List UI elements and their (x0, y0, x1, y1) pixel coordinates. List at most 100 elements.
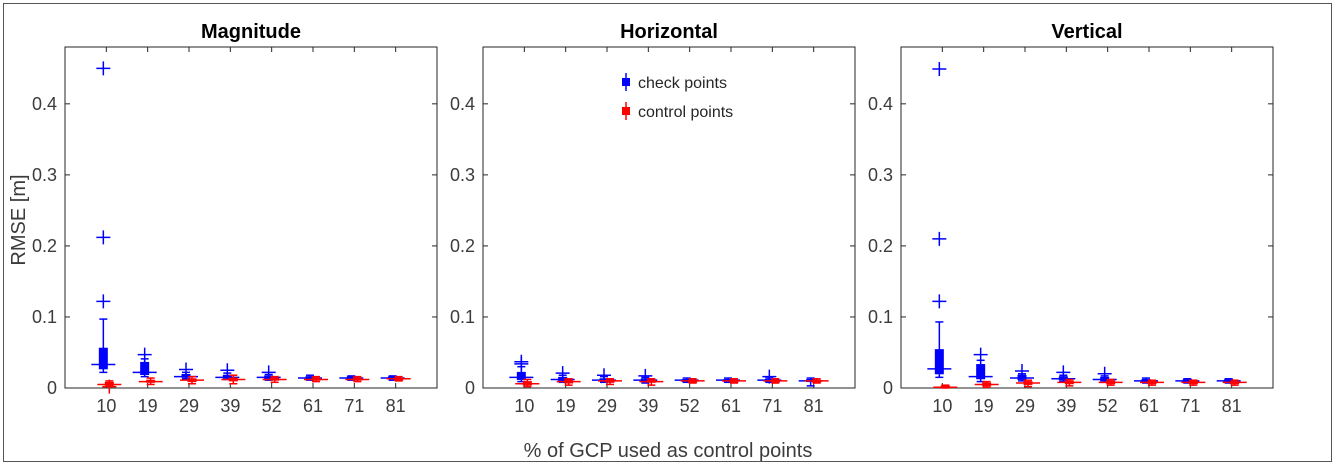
check-box-10 (509, 354, 534, 383)
iqr-box (516, 371, 526, 380)
chart-title: Vertical (1051, 21, 1122, 43)
x-tick-label: 71 (344, 396, 364, 416)
outlier-marker (220, 363, 235, 378)
control-box-10 (933, 384, 958, 389)
control-box-81 (804, 378, 829, 384)
outlier-marker (1097, 366, 1112, 381)
y-tick-label: 0.1 (450, 307, 475, 327)
x-tick-label: 81 (386, 396, 406, 416)
x-tick-label: 52 (680, 396, 700, 416)
control-box-71 (345, 375, 370, 383)
check-box-10 (927, 62, 952, 379)
y-tick-label: 0.1 (868, 307, 893, 327)
y-tick-label: 0.2 (450, 236, 475, 256)
chart-title: Horizontal (620, 21, 718, 43)
outlier-marker (932, 62, 947, 77)
x-tick-label: 29 (179, 396, 199, 416)
control-box-52 (1098, 378, 1123, 386)
control-box-10 (97, 379, 122, 394)
control-box-19 (138, 377, 163, 386)
outlier-marker (932, 231, 947, 246)
x-tick-label: 61 (1139, 396, 1159, 416)
x-tick-label: 29 (1015, 396, 1035, 416)
legend-item-control: control points (622, 102, 733, 121)
control-box-71 (1181, 379, 1206, 386)
x-tick-label: 71 (1180, 396, 1200, 416)
legend-box (622, 78, 630, 86)
panel-magnitude: Magnitude 0 0.1 0.2 0.3 0.4 10 19 29 39 52 61 71 81 (32, 21, 438, 416)
outlier-marker (1056, 365, 1071, 380)
iqr-box (976, 364, 986, 380)
check-box-10 (91, 61, 116, 374)
x-tick-label: 39 (638, 396, 658, 416)
y-tick-label: 0.4 (32, 94, 57, 114)
x-tick-label: 61 (721, 396, 741, 416)
outlier-marker (597, 368, 611, 383)
x-tick-label: 19 (138, 396, 158, 416)
outlier-marker (179, 362, 193, 377)
control-box-61 (1140, 379, 1164, 386)
x-tick-label: 19 (556, 396, 576, 416)
iqr-box (98, 347, 108, 370)
x-tick-label: 29 (597, 396, 617, 416)
x-tick-label: 10 (514, 396, 534, 416)
x-tick-label: 52 (262, 396, 282, 416)
x-tick-label: 81 (1222, 396, 1242, 416)
y-tick-label: 0 (47, 378, 57, 398)
control-box-52 (680, 378, 705, 384)
outlier-marker (1015, 363, 1029, 378)
control-box-61 (722, 378, 746, 384)
x-tick-label: 19 (974, 396, 994, 416)
panel-vertical: Vertical 0 0.1 0.2 0.3 0.4 10 19 29 39 52 61 71 81 (868, 21, 1274, 416)
legend-marker-check (622, 73, 630, 91)
y-axis-label: RMSE [m] (8, 174, 30, 265)
outlier-marker (261, 365, 276, 380)
y-tick-label: 0.2 (32, 236, 57, 256)
y-tick-label: 0.2 (868, 236, 893, 256)
control-box-39 (221, 374, 246, 385)
control-box-29 (598, 378, 622, 386)
x-tick-label: 52 (1098, 396, 1118, 416)
outlier-marker (137, 347, 152, 362)
check-box-52 (256, 365, 281, 381)
outlier-marker (932, 294, 947, 309)
control-box-39 (639, 378, 664, 386)
iqr-box (934, 349, 944, 375)
control-box-71 (763, 378, 788, 384)
legend-item-check: check points (622, 73, 727, 92)
outlier-marker (514, 354, 529, 369)
outlier-marker (96, 230, 111, 245)
control-box-81 (386, 375, 411, 382)
control-box-19 (974, 380, 999, 389)
chart-title: Magnitude (201, 21, 301, 43)
outlier-marker (102, 379, 117, 394)
outlier-marker (96, 294, 111, 309)
check-box-29 (174, 362, 198, 380)
y-tick-label: 0 (465, 378, 475, 398)
x-tick-label: 71 (762, 396, 782, 416)
control-box-81 (1222, 379, 1247, 386)
plot-area (900, 46, 1274, 389)
y-tick-label: 0.3 (868, 165, 893, 185)
control-box-10 (515, 378, 540, 388)
x-tick-label: 39 (1056, 396, 1076, 416)
outlier-marker (96, 61, 111, 76)
iqr-box (140, 361, 150, 376)
legend-marker-control (622, 102, 630, 120)
control-box-29 (1016, 379, 1040, 388)
control-box-29 (180, 375, 204, 385)
x-tick-label: 10 (96, 396, 116, 416)
y-tick-label: 0.3 (32, 165, 57, 185)
x-tick-label: 61 (303, 396, 323, 416)
legend-box (622, 107, 630, 115)
y-tick-label: 0 (883, 378, 893, 398)
outlier-marker (973, 347, 988, 362)
panel-horizontal: Horizontal 0 0.1 0.2 0.3 0.4 10 19 29 39 52 61 71 81 (450, 21, 856, 416)
plot-area (482, 46, 856, 389)
y-tick-label: 0.4 (450, 94, 475, 114)
control-box-61 (304, 375, 328, 383)
check-box-19 (132, 347, 157, 378)
control-box-39 (1057, 378, 1082, 387)
x-tick-label: 81 (804, 396, 824, 416)
